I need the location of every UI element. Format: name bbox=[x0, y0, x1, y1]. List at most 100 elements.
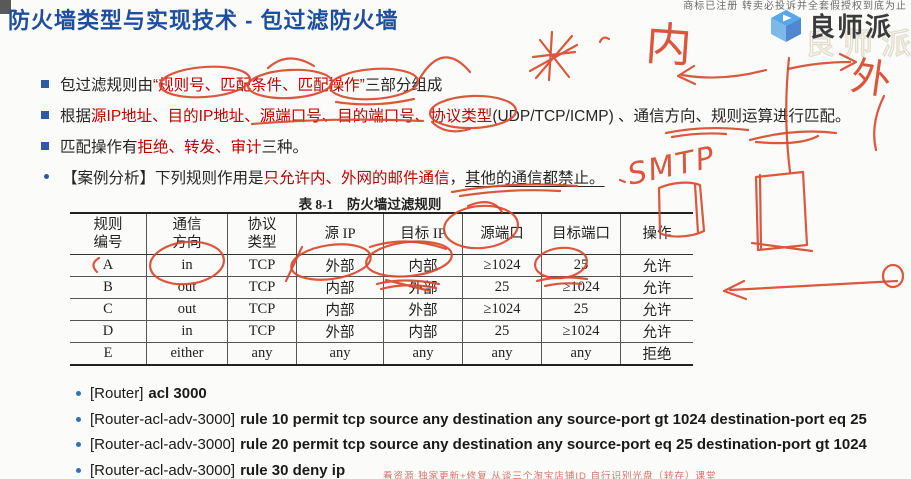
table-cell: 25 bbox=[541, 298, 621, 321]
table-cell: D bbox=[70, 320, 147, 343]
bullet-dot-icon bbox=[76, 442, 81, 448]
text-segment: 根据 bbox=[60, 107, 92, 125]
table-cell: 25 bbox=[462, 276, 542, 299]
logo-text: 良师派 bbox=[808, 12, 893, 42]
table-cell: any bbox=[296, 342, 384, 366]
bottom-watermark-text: 看资源 独家更新+修复 从谈三个淘宝店铺ID 自行识别光盘（转存）课堂 bbox=[383, 471, 717, 479]
command-text: rule 10 permit tcp source any destinatio… bbox=[240, 410, 867, 428]
table-cell: ≥1024 bbox=[541, 276, 621, 299]
text-segment: 三部分组成 bbox=[364, 76, 443, 94]
column-header: 源 IP bbox=[296, 213, 384, 255]
text-segment: 源IP地址、目的IP地址、源端口号、目的端口号、协议类型 bbox=[91, 107, 493, 125]
column-header: 规则 编号 bbox=[70, 213, 147, 255]
column-header: 目标 IP bbox=[383, 213, 463, 255]
bullet-dot-icon bbox=[76, 391, 81, 397]
table-cell: any bbox=[383, 342, 463, 366]
column-header: 协议 类型 bbox=[227, 213, 297, 255]
command-prefix: [Router-acl-adv-3000] bbox=[90, 461, 236, 479]
watermark-notice: 商标已注册 转卖必投诉并全套假授权到底为止 bbox=[683, 1, 907, 12]
table-cell: 外部 bbox=[296, 320, 384, 343]
table-cell: out bbox=[146, 276, 228, 299]
pen-tick bbox=[598, 36, 611, 44]
table-cell: in bbox=[146, 320, 228, 343]
column-header: 通信 方向 bbox=[146, 213, 228, 255]
text-segment: 只允许内、外网的邮件通信 bbox=[263, 169, 450, 187]
table-cell: ≥1024 bbox=[541, 320, 621, 343]
page-title: 防火墙类型与实现技术 - 包过滤防火墙 bbox=[8, 8, 399, 33]
table-header-row: 规则 编号 通信 方向 协议 类型源 IP 目标 IP 源端口 目标端口 操作 bbox=[70, 213, 693, 255]
table-cell: 允许 bbox=[620, 320, 693, 343]
table-cell: C bbox=[70, 298, 147, 321]
table-cell: 内部 bbox=[383, 254, 463, 277]
text-segment: 【案例分析】下列规则作用是 bbox=[62, 169, 264, 187]
table-cell: 内部 bbox=[296, 298, 384, 321]
command-prefix: [Router-acl-adv-3000] bbox=[90, 436, 236, 454]
command-text: rule 30 deny ip bbox=[240, 461, 346, 479]
text-segment: 三种。 bbox=[261, 138, 309, 156]
table-cell: 外部 bbox=[296, 254, 384, 277]
logo: 良师派 良师派 bbox=[767, 7, 911, 62]
command-prefix: [Router] bbox=[90, 385, 144, 403]
text-segment: (UDP/TCP/ICMP) 、通信方向、规则运算进行匹配。 bbox=[492, 107, 851, 125]
table-cell: 内部 bbox=[383, 320, 463, 343]
text-segment: “规则号、匹配条件、匹配操作” bbox=[153, 76, 365, 94]
command-line: [Router-acl-adv-3000] rule 20 permit tcp … bbox=[74, 432, 904, 458]
table-cell: TCP bbox=[227, 320, 297, 343]
table-cell: ≥1024 bbox=[462, 298, 542, 321]
table-cell: 允许 bbox=[620, 276, 693, 299]
table-cell: 允许 bbox=[620, 254, 693, 277]
bullet-line: 包过滤规则由 “规则号、匹配条件、匹配操作” 三部分组成 bbox=[38, 68, 904, 99]
table-cell: E bbox=[70, 342, 147, 366]
command-list: [Router] acl 3000 [Router-acl-adv-3000] rul… bbox=[74, 381, 904, 479]
table-cell: A bbox=[70, 254, 147, 277]
table-cell: 拒绝 bbox=[620, 342, 693, 366]
text-segment: 包过滤规则由 bbox=[60, 76, 154, 94]
command-text: acl 3000 bbox=[148, 385, 207, 403]
bullet-dot-icon bbox=[76, 467, 81, 473]
pen-small-circle bbox=[881, 263, 905, 289]
table-cell: either bbox=[146, 342, 228, 366]
table-cell: any bbox=[227, 342, 297, 366]
command-prefix: [Router-acl-adv-3000] bbox=[90, 410, 236, 428]
table-caption: 表 8-1 防火墙过滤规则 bbox=[298, 197, 442, 212]
logo-box-icon bbox=[770, 9, 801, 42]
bullet-marker-icon bbox=[41, 110, 49, 119]
table-cell: in bbox=[146, 254, 228, 277]
table-cell: B bbox=[70, 276, 147, 299]
table-cell: 外部 bbox=[383, 276, 463, 299]
column-header: 目标端口 bbox=[541, 213, 621, 255]
table-cell: any bbox=[541, 342, 621, 366]
bullet-list: 包过滤规则由 “规则号、匹配条件、匹配操作” 三部分组成根据 源IP地址、目的IP地… bbox=[38, 68, 904, 192]
column-header: 源端口 bbox=[462, 213, 542, 255]
bullet-marker-icon bbox=[41, 141, 49, 150]
table-cell: ≥1024 bbox=[462, 254, 542, 277]
table-cell: 外部 bbox=[383, 298, 463, 321]
text-segment: 其他的通信都禁止。 bbox=[465, 169, 605, 187]
command-line: [Router-acl-adv-3000] rule 30 deny ip bbox=[74, 458, 904, 479]
corner-smudge bbox=[0, 0, 11, 14]
text-segment: 匹配操作有 bbox=[60, 138, 138, 156]
command-line: [Router-acl-adv-3000] rule 10 permit tcp … bbox=[74, 407, 904, 433]
text-segment: 拒绝、转发、审计 bbox=[137, 138, 262, 156]
table-cell: TCP bbox=[227, 254, 297, 277]
bullet-dot-icon bbox=[76, 416, 81, 422]
command-text: rule 20 permit tcp source any destinatio… bbox=[240, 436, 867, 454]
table-cell: out bbox=[146, 298, 228, 321]
bullet-line: 【案例分析】下列规则作用是 只允许内、外网的邮件通信，其他的通信都禁止。 bbox=[38, 161, 904, 192]
table-cell: TCP bbox=[227, 298, 297, 321]
table-cell: 内部 bbox=[296, 276, 384, 299]
table-cell: 25 bbox=[541, 254, 621, 277]
text-segment: ， bbox=[449, 169, 466, 187]
table-cell: 25 bbox=[462, 320, 542, 343]
bullet-marker-icon bbox=[44, 174, 49, 179]
bullet-line: 匹配操作有 拒绝、转发、审计 三种。 bbox=[38, 130, 904, 161]
bullet-marker-icon bbox=[41, 79, 49, 88]
column-header: 操作 bbox=[620, 213, 693, 255]
